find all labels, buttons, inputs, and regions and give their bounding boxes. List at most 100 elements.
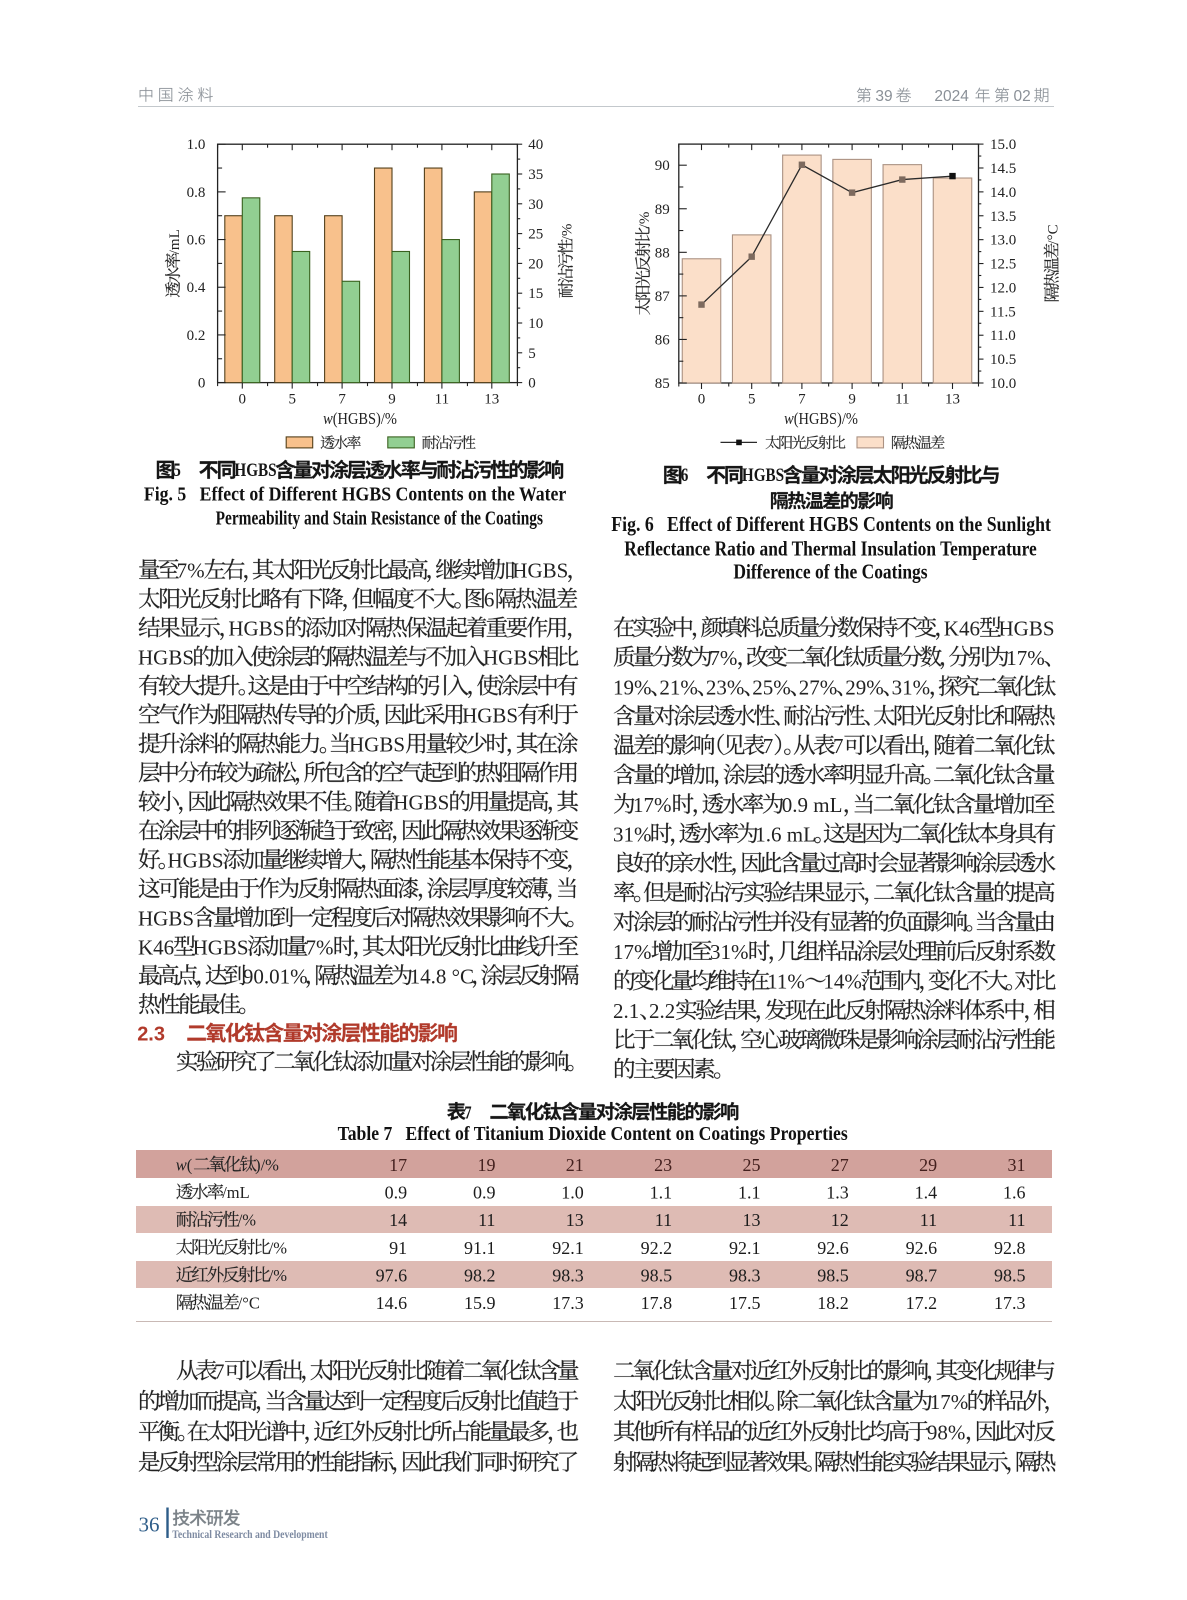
svg-text:/%: /% bbox=[269, 1266, 288, 1285]
svg-text:40: 40 bbox=[528, 137, 543, 153]
svg-text:2.2: 2.2 bbox=[649, 999, 675, 1023]
svg-text:1.4: 1.4 bbox=[915, 1183, 938, 1203]
svg-text:0.9: 0.9 bbox=[385, 1183, 408, 1203]
svg-text:Permeability and Stain Resista: Permeability and Stain Resistance of the… bbox=[216, 507, 543, 529]
svg-text:HGBS: HGBS bbox=[138, 646, 194, 670]
svg-text:92.8: 92.8 bbox=[994, 1238, 1026, 1258]
svg-text:13: 13 bbox=[945, 391, 960, 407]
svg-text:89: 89 bbox=[655, 202, 670, 218]
svg-text:HGBS: HGBS bbox=[228, 617, 284, 641]
svg-text:10.0: 10.0 bbox=[990, 376, 1016, 392]
svg-text:Fig. 5 Effect of Different H: Fig. 5 Effect of Different HGBS Contents… bbox=[144, 484, 566, 506]
svg-text:K46: K46 bbox=[944, 616, 980, 640]
svg-text:14.5: 14.5 bbox=[990, 161, 1016, 177]
svg-text:92.1: 92.1 bbox=[552, 1238, 584, 1258]
svg-text:27: 27 bbox=[831, 1155, 849, 1175]
svg-text:1.3: 1.3 bbox=[826, 1183, 849, 1203]
svg-text:88: 88 bbox=[655, 245, 670, 261]
svg-text:0: 0 bbox=[198, 376, 206, 392]
svg-text:10.5: 10.5 bbox=[990, 352, 1016, 368]
svg-text:13: 13 bbox=[566, 1210, 584, 1230]
svg-text:2.1: 2.1 bbox=[613, 999, 639, 1023]
svg-text:1.0: 1.0 bbox=[187, 137, 206, 153]
svg-text:HGBS: HGBS bbox=[234, 460, 276, 481]
svg-text:11: 11 bbox=[920, 1210, 937, 1230]
svg-text:25: 25 bbox=[528, 227, 543, 243]
svg-text:6: 6 bbox=[681, 465, 689, 486]
svg-text:HGBS: HGBS bbox=[138, 906, 194, 930]
svg-text:/%: /% bbox=[269, 1238, 288, 1257]
svg-text:17.2: 17.2 bbox=[906, 1293, 938, 1313]
svg-text:11: 11 bbox=[655, 1210, 672, 1230]
svg-text:7: 7 bbox=[214, 1359, 225, 1383]
svg-text:0: 0 bbox=[239, 391, 247, 407]
svg-text:31%: 31% bbox=[613, 822, 652, 846]
svg-text:98.3: 98.3 bbox=[552, 1265, 584, 1285]
svg-text:Fig. 6 Effect of Different H: Fig. 6 Effect of Different HGBS Contents… bbox=[611, 512, 1051, 536]
svg-text:9: 9 bbox=[848, 391, 856, 407]
svg-text:98.5: 98.5 bbox=[817, 1265, 849, 1285]
svg-text:98.3: 98.3 bbox=[729, 1265, 761, 1285]
svg-text:11: 11 bbox=[895, 391, 909, 407]
svg-text:30: 30 bbox=[528, 197, 543, 213]
svg-text:29%: 29% bbox=[845, 675, 884, 699]
svg-text:19%: 19% bbox=[613, 675, 652, 699]
svg-text:5: 5 bbox=[288, 391, 296, 407]
svg-text:14.0: 14.0 bbox=[990, 185, 1016, 201]
svg-text:13: 13 bbox=[484, 391, 499, 407]
svg-text:11: 11 bbox=[1008, 1210, 1025, 1230]
svg-text:92.1: 92.1 bbox=[729, 1238, 761, 1258]
svg-text:17%: 17% bbox=[930, 1390, 969, 1414]
svg-text:0.4: 0.4 bbox=[187, 280, 206, 296]
svg-text:18.2: 18.2 bbox=[817, 1293, 849, 1313]
svg-text:HGBS: HGBS bbox=[462, 704, 518, 728]
svg-text:Technical Research and Develop: Technical Research and Development bbox=[172, 1527, 327, 1541]
svg-text:HGBS: HGBS bbox=[999, 616, 1055, 640]
svg-text:92.2: 92.2 bbox=[641, 1238, 673, 1258]
svg-text:/mL: /mL bbox=[222, 1183, 250, 1202]
svg-text:9: 9 bbox=[388, 391, 396, 407]
svg-text:1.1: 1.1 bbox=[738, 1183, 761, 1203]
svg-text:98.7: 98.7 bbox=[906, 1265, 938, 1285]
svg-text:98.5: 98.5 bbox=[641, 1265, 673, 1285]
svg-text:11%: 11% bbox=[767, 970, 805, 994]
svg-text:12: 12 bbox=[831, 1210, 849, 1230]
svg-text:10: 10 bbox=[528, 316, 543, 332]
svg-text:w(HGBS)/%: w(HGBS)/% bbox=[323, 410, 397, 428]
svg-text:0.8: 0.8 bbox=[187, 185, 206, 201]
svg-text:2024: 2024 bbox=[934, 88, 969, 105]
svg-text:15.0: 15.0 bbox=[990, 137, 1016, 153]
svg-text:/°C: /°C bbox=[238, 1294, 260, 1313]
svg-text:90: 90 bbox=[655, 158, 670, 174]
svg-text:K46: K46 bbox=[138, 935, 174, 959]
svg-text:5: 5 bbox=[173, 460, 181, 481]
svg-text:7: 7 bbox=[798, 391, 806, 407]
svg-text:6: 6 bbox=[484, 588, 495, 612]
svg-text:7: 7 bbox=[338, 391, 346, 407]
svg-text:HGBS: HGBS bbox=[349, 733, 405, 757]
svg-text:11.5: 11.5 bbox=[990, 304, 1016, 320]
svg-text:25: 25 bbox=[742, 1155, 760, 1175]
svg-text:02: 02 bbox=[1014, 88, 1031, 105]
svg-text:31: 31 bbox=[1007, 1155, 1025, 1175]
svg-text:39: 39 bbox=[875, 88, 892, 105]
svg-text:90.01%: 90.01% bbox=[243, 964, 308, 988]
svg-text:/°C: /°C bbox=[1046, 224, 1062, 244]
svg-text:85: 85 bbox=[655, 376, 670, 392]
svg-text:1.0: 1.0 bbox=[561, 1183, 584, 1203]
svg-text:87: 87 bbox=[655, 289, 671, 305]
svg-text:0.9: 0.9 bbox=[473, 1183, 496, 1203]
svg-text:1.1: 1.1 bbox=[650, 1183, 673, 1203]
svg-text:17%: 17% bbox=[613, 940, 652, 964]
svg-text:Reflectance Ratio and Thermal: Reflectance Ratio and Thermal Insulation… bbox=[624, 536, 1036, 560]
svg-text:35: 35 bbox=[528, 167, 543, 183]
svg-text:17.3: 17.3 bbox=[552, 1293, 584, 1313]
svg-text:7%: 7% bbox=[709, 646, 737, 670]
svg-text:0.2: 0.2 bbox=[187, 328, 206, 344]
svg-text:91.1: 91.1 bbox=[464, 1238, 496, 1258]
svg-text:14.6: 14.6 bbox=[376, 1293, 408, 1313]
svg-text:w(: w( bbox=[176, 1155, 193, 1174]
svg-text:86: 86 bbox=[655, 332, 671, 348]
svg-text:1.6 mL: 1.6 mL bbox=[755, 822, 816, 846]
svg-text:2.3: 2.3 bbox=[137, 1023, 165, 1045]
